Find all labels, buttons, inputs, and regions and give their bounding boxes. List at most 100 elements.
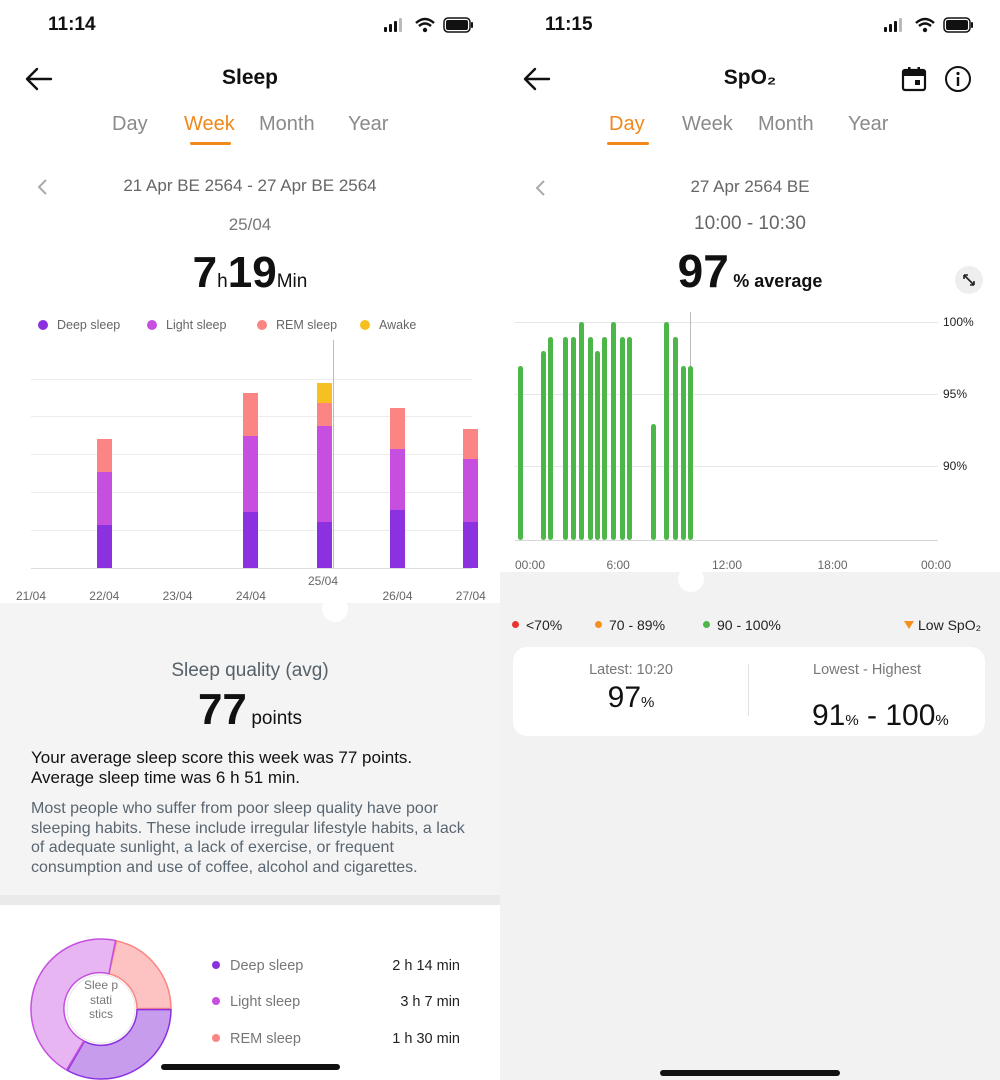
bar-deep-27-04[interactable] [463, 522, 479, 568]
stat-deep-value: 2 h 14 min [392, 958, 460, 974]
sheet-handle[interactable] [322, 596, 348, 622]
spo2-bar[interactable] [547, 336, 553, 540]
expand-button[interactable] [955, 266, 983, 294]
bar-rem-22-04[interactable] [96, 438, 112, 472]
spo2-bar[interactable] [517, 365, 523, 540]
range-separator: - [858, 699, 886, 732]
legend-mid-dot [595, 621, 602, 628]
bar-rem-25-04[interactable] [316, 403, 332, 427]
spo2-bar[interactable] [610, 322, 616, 540]
current-date: 27 Apr 2564 BE [690, 177, 810, 196]
quality-value: 77 [197, 685, 247, 734]
x-axis-label: 27/04 [455, 589, 486, 603]
average-unit: % average [733, 271, 823, 291]
stat-row-deep: Deep sleep 2 h 14 min [212, 958, 460, 974]
tab-month[interactable]: Month [259, 113, 315, 135]
legend-low-spo2: Low SpO₂ [904, 617, 981, 633]
info-icon[interactable] [944, 65, 972, 93]
bar-deep-26-04[interactable] [390, 509, 405, 568]
active-tab-indicator [607, 142, 649, 145]
calendar-icon[interactable] [901, 66, 927, 92]
back-arrow-icon[interactable] [24, 64, 54, 94]
spo2-bar[interactable] [579, 322, 585, 540]
stat-rem-dot [212, 1034, 220, 1042]
spo2-bar[interactable] [595, 351, 601, 540]
home-indicator[interactable] [161, 1064, 340, 1070]
bar-awake-25-04[interactable] [316, 383, 332, 404]
bar-light-27-04[interactable] [463, 459, 479, 523]
spo2-bar[interactable] [688, 365, 694, 540]
tab-year[interactable]: Year [348, 113, 389, 135]
grid-line [31, 379, 472, 380]
tab-week[interactable]: Week [184, 113, 235, 135]
sleep-quality-panel: Sleep quality (avg) 77 points Your avera… [0, 596, 500, 895]
bar-light-22-04[interactable] [96, 471, 112, 525]
summary-line-1: Your average sleep score this week was 7… [31, 748, 413, 767]
range-low-value: 91 [811, 699, 846, 732]
legend-rem-label: REM sleep [276, 318, 338, 332]
duration-hours: 7 [192, 248, 218, 297]
page-title: SpO₂ [723, 66, 777, 89]
spo2-bar[interactable] [663, 322, 669, 540]
spo2-bar[interactable] [602, 336, 608, 540]
duration-minutes-unit: Min [276, 271, 308, 292]
quality-unit: points [251, 708, 303, 729]
spo2-bar[interactable] [651, 423, 657, 540]
legend-light-label: Light sleep [166, 318, 227, 332]
y-axis-label: 95% [943, 387, 968, 401]
bar-rem-26-04[interactable] [390, 408, 405, 449]
x-axis-label: 18:00 [817, 558, 848, 572]
tab-month[interactable]: Month [758, 113, 814, 135]
card-divider [748, 664, 749, 716]
signal-wifi-battery-icon [884, 17, 973, 33]
spo2-bar[interactable] [588, 336, 594, 540]
chevron-left-icon[interactable] [534, 178, 548, 198]
legend-awake: Awake [360, 318, 416, 332]
spo2-bar[interactable] [540, 351, 546, 540]
latest-reading: 97% [513, 681, 749, 715]
time-range: 10:00 - 10:30 [694, 213, 806, 234]
average-value: 97 [677, 245, 729, 297]
spo2-bar[interactable] [672, 336, 678, 540]
page-title: Sleep [221, 66, 279, 89]
bar-light-26-04[interactable] [390, 448, 405, 510]
sleep-statistics-section: Slee p stati stics Deep sleep 2 h 14 min… [0, 905, 500, 1080]
sheet-handle[interactable] [678, 566, 704, 592]
tab-year[interactable]: Year [848, 113, 889, 135]
bar-deep-24-04[interactable] [243, 512, 259, 568]
bar-light-25-04[interactable] [316, 426, 332, 523]
legend-rem-dot [257, 320, 267, 330]
bar-rem-27-04[interactable] [463, 428, 479, 460]
bar-rem-24-04[interactable] [243, 393, 259, 437]
selected-date-axis-label: 25/04 [308, 574, 339, 588]
bar-deep-25-04[interactable] [316, 522, 332, 568]
x-axis-label: 21/04 [15, 589, 47, 603]
spo2-bar[interactable] [619, 336, 625, 540]
spo2-bar[interactable] [570, 336, 576, 540]
chevron-left-icon[interactable] [36, 177, 50, 197]
spo2-bar[interactable] [681, 365, 687, 540]
date-range: 21 Apr BE 2564 - 27 Apr BE 2564 [123, 176, 377, 195]
stat-row-light: Light sleep 3 h 7 min [212, 994, 460, 1010]
bar-light-24-04[interactable] [243, 436, 259, 513]
donut-deep-segment [66, 1008, 172, 1080]
range-high-unit: % [935, 712, 949, 729]
range-label: Lowest - Highest [813, 662, 921, 678]
grid-line [515, 322, 938, 323]
legend-low-spo2-label: Low SpO₂ [918, 617, 982, 633]
sleep-top-panel: 11:14 Sleep Day Week Month Year [0, 0, 500, 603]
duration-hours-unit: h [217, 271, 228, 292]
latest-label: Latest: 10:20 [589, 662, 673, 678]
range-low-unit: % [845, 712, 859, 729]
spo2-bar[interactable] [563, 336, 569, 540]
tab-day[interactable]: Day [112, 113, 148, 135]
bar-deep-22-04[interactable] [96, 524, 112, 568]
x-axis-label: 6:00 [606, 558, 630, 572]
selected-day-marker [333, 340, 334, 568]
donut-rem-segment [108, 939, 172, 1010]
tab-week[interactable]: Week [682, 113, 733, 135]
home-indicator[interactable] [660, 1070, 840, 1076]
back-arrow-icon[interactable] [522, 64, 552, 94]
tab-day[interactable]: Day [609, 113, 645, 135]
spo2-bar[interactable] [626, 336, 632, 540]
